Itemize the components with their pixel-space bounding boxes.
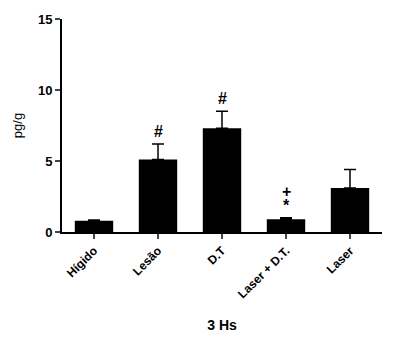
svg-text:0: 0 (45, 225, 52, 240)
svg-text:*: * (283, 197, 290, 214)
svg-text:Lesão: Lesão (130, 244, 164, 278)
svg-text:10: 10 (38, 83, 52, 98)
svg-text:3 Hs: 3 Hs (207, 317, 237, 333)
svg-text:#: # (218, 90, 227, 107)
svg-text:5: 5 (45, 154, 52, 169)
svg-text:Laser: Laser (324, 244, 357, 277)
svg-text:#: # (154, 123, 163, 140)
svg-text:Hígido: Hígido (64, 244, 100, 280)
svg-text:pg/g: pg/g (10, 113, 25, 138)
svg-text:15: 15 (38, 12, 52, 27)
svg-text:+: + (282, 183, 291, 200)
svg-text:D.T: D.T (205, 243, 229, 267)
svg-text:Laser + D.T.: Laser + D.T. (235, 244, 292, 301)
